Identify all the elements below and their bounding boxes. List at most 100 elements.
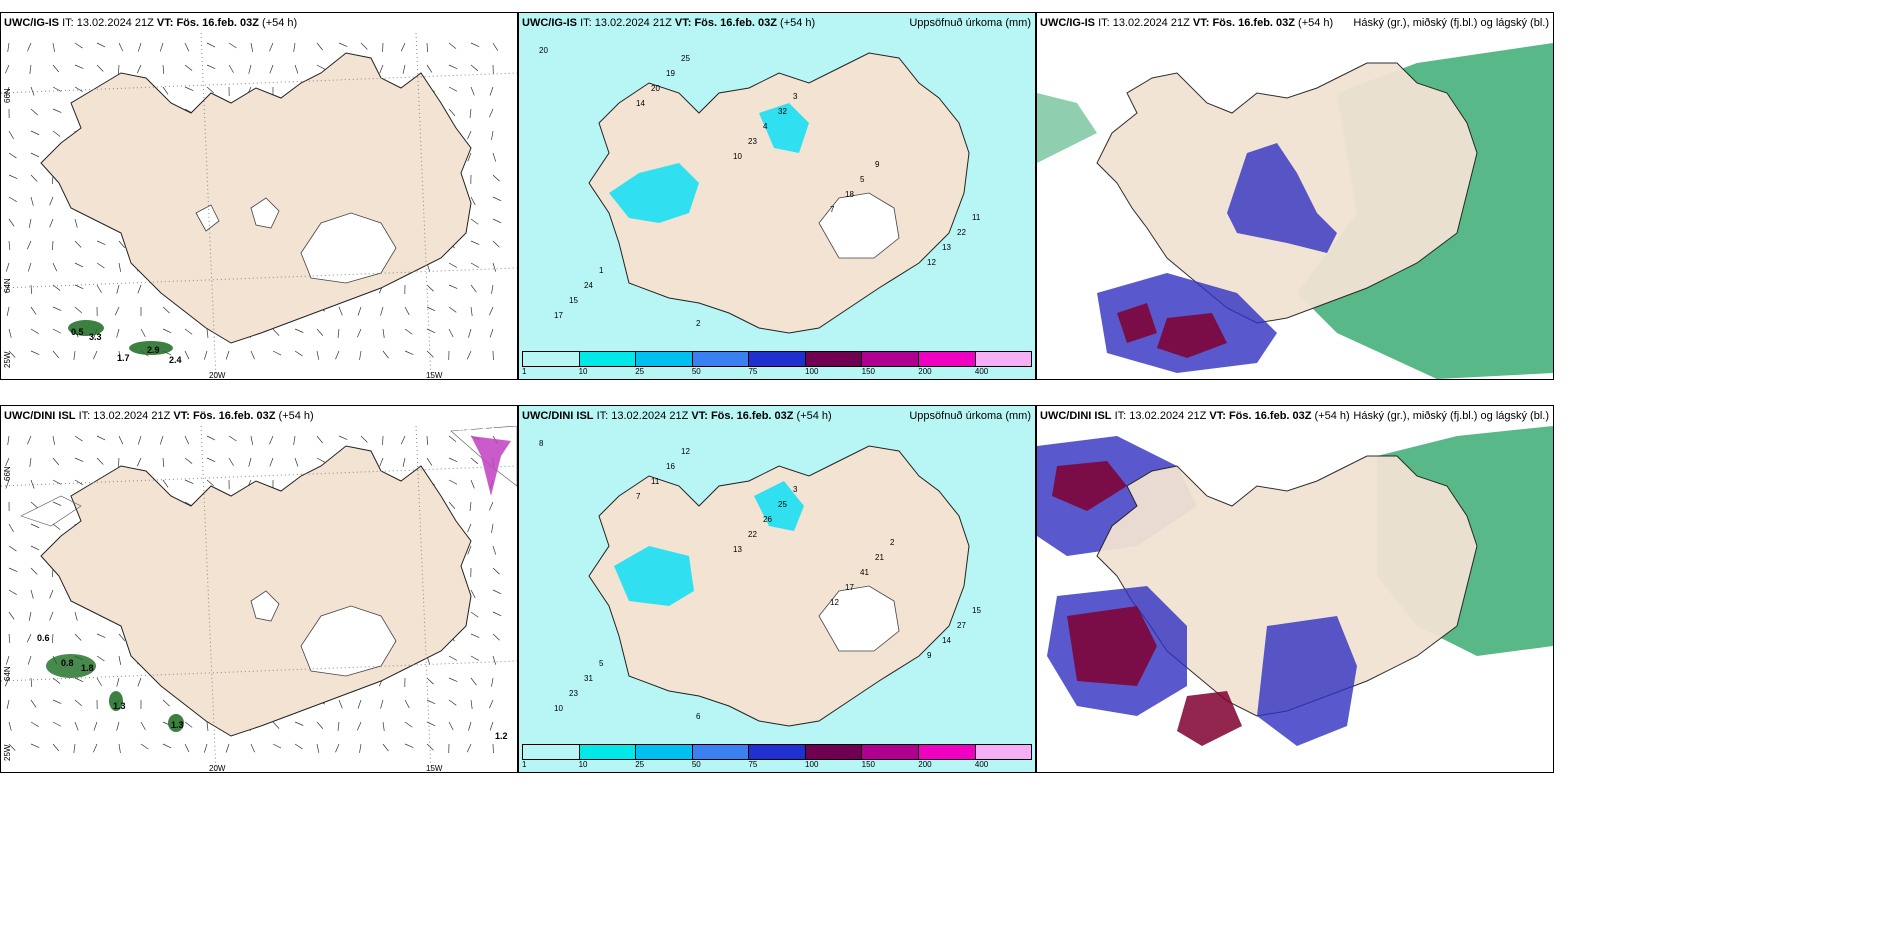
wind-barb <box>380 699 384 709</box>
legend-tick: 150 <box>861 760 876 769</box>
wind-barb <box>491 130 494 140</box>
panel-title: Háský (gr.), miðský (fj.bl.) og lágský (… <box>1353 17 1549 29</box>
wind-barb <box>26 633 32 643</box>
wind-barb <box>162 457 165 467</box>
glacier-langjokull <box>250 590 280 622</box>
wind-barb <box>489 699 494 709</box>
wind-barb <box>250 350 255 360</box>
precip-value-label: 19 <box>666 69 675 78</box>
wind-barb <box>96 655 105 662</box>
wind-barb <box>382 350 389 359</box>
iceland-landmass <box>40 52 472 344</box>
legend-tick: 10 <box>578 367 588 376</box>
wind-barb <box>136 457 142 467</box>
wind-barb <box>29 457 32 467</box>
wind-barb <box>74 611 78 621</box>
wind-barb <box>74 479 83 485</box>
lat-label-64n: 64N <box>3 666 12 681</box>
precip-value-label: 10 <box>733 152 742 161</box>
precip-map-panel-iceland-dini: UWC/DINI ISL IT: 13.02.2024 21Z VT: Fös.… <box>518 405 1036 773</box>
wind-barb <box>162 743 172 749</box>
wind-barb <box>74 677 84 683</box>
legend-tick: 75 <box>748 760 758 769</box>
wind-barb <box>467 545 472 555</box>
wind-barb <box>491 523 494 533</box>
wind-barb <box>30 479 35 489</box>
wind-barb <box>118 633 126 642</box>
wind-barb <box>96 435 106 441</box>
wind-barb <box>118 457 120 468</box>
wind-barb <box>8 240 11 250</box>
wind-label: 2.9 <box>147 345 160 355</box>
wind-barb <box>269 42 274 52</box>
wind-barb <box>159 435 164 445</box>
wind-barb <box>469 501 472 511</box>
wind-barb <box>8 350 16 358</box>
wind-barb <box>30 545 40 551</box>
wind-barb <box>5 479 10 489</box>
precip-value-label: 5 <box>599 659 604 668</box>
wind-barb <box>52 64 60 73</box>
wind-barb <box>382 743 389 752</box>
wind-barb <box>74 435 83 442</box>
wind-barb <box>316 42 323 51</box>
wind-barb <box>448 677 458 682</box>
iceland-landmass <box>588 445 970 727</box>
wind-barb <box>269 457 274 467</box>
wind-barb <box>96 42 106 48</box>
wind-barb <box>52 743 60 752</box>
wind-barb <box>269 435 274 445</box>
panel-header: UWC/DINI ISL IT: 13.02.2024 21Z VT: Fös.… <box>4 410 314 422</box>
precip-value-label: 27 <box>957 621 966 630</box>
wind-barb <box>382 721 385 731</box>
precip-value-label: 11 <box>651 477 660 486</box>
wind-barb <box>52 350 60 359</box>
precip-value-label: 23 <box>748 137 757 146</box>
wind-barb <box>184 350 190 360</box>
wind-barb <box>30 328 39 334</box>
wind-barb <box>118 240 126 249</box>
precip-map: 8 7 13 12 9 10 11 22 17 14 23 16 26 41 27 31 12 25 21 15 5 6 3… <box>519 426 1035 744</box>
precip-value-label: 7 <box>830 205 835 214</box>
legend-tick: 200 <box>918 760 932 769</box>
wind-barb <box>52 240 54 251</box>
wind-barb <box>4 677 10 687</box>
wind-barb <box>470 240 480 245</box>
wind-barb <box>426 457 433 466</box>
precip-value-label: 3 <box>793 92 798 101</box>
wind-barb <box>118 262 122 272</box>
wind-barb <box>162 86 169 95</box>
wind-barb <box>52 108 62 113</box>
wind-map-panel-iceland-igis: UWC/IG-IS IT: 13.02.2024 21Z VT: Fös. 16… <box>0 12 518 380</box>
precip-value-label: 24 <box>584 281 593 290</box>
legend-tick: 50 <box>691 367 701 376</box>
legend-tick: 100 <box>805 367 819 376</box>
wind-barb <box>30 523 40 529</box>
wind-barb <box>404 743 414 748</box>
wind-barb <box>30 86 35 96</box>
precip-value-label: 22 <box>957 228 966 237</box>
wind-barb <box>448 262 458 268</box>
precip-value-label: 4 <box>763 122 768 131</box>
wind-barb <box>52 633 54 644</box>
wind-barb <box>116 721 120 731</box>
wind-barb <box>492 196 502 202</box>
wind-barb <box>184 435 190 445</box>
wind-barb <box>93 721 98 731</box>
wind-barb <box>448 42 457 49</box>
wind-barb <box>294 328 304 333</box>
glacier-hofsjokull <box>195 204 220 232</box>
wind-barb <box>74 240 82 248</box>
precip-value-label: 22 <box>748 530 757 539</box>
wind-barb <box>250 42 254 52</box>
lon-label-15w: 15W <box>426 371 443 380</box>
wind-barb <box>294 721 304 726</box>
wind-barb <box>184 86 194 91</box>
wind-barb <box>140 328 146 338</box>
wind-barb <box>448 328 454 338</box>
wind-barb <box>316 435 323 444</box>
wind-barb <box>30 677 33 687</box>
precip-value-label: 1 <box>599 266 604 275</box>
wind-barb <box>30 152 40 158</box>
precip-area-high <box>754 481 804 531</box>
